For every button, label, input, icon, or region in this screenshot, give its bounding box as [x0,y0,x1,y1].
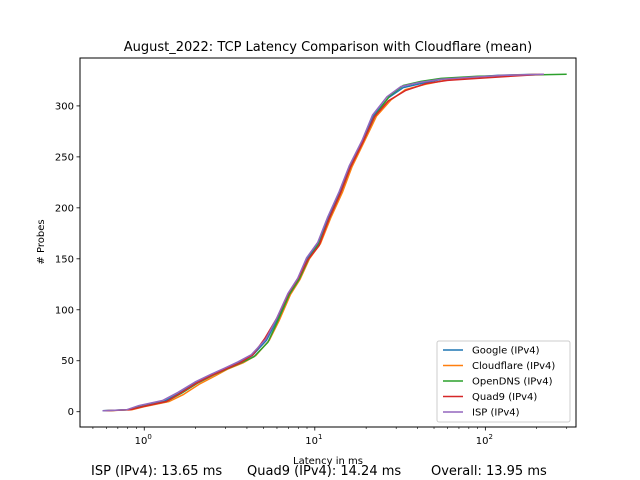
series-line-4 [102,73,544,412]
legend-label: Google (IPv4) [472,346,540,357]
y-tick-label: 150 [55,254,74,265]
plot-frame [79,57,577,428]
footer-isp-mean: ISP (IPv4): 13.65 ms [91,464,223,479]
x-tick-label: 101 [305,433,322,447]
y-tick-label: 100 [55,305,74,316]
y-axis-label: # Probes [36,219,47,264]
legend-label: Quad9 (IPv4) [472,392,537,403]
y-tick-label: 250 [55,152,74,163]
legend-box [436,340,571,423]
legend-label: Cloudflare (IPv4) [472,361,555,372]
legend-label: OpenDNS (IPv4) [472,377,553,388]
footer-overall-mean: Overall: 13.95 ms [431,464,547,479]
chart-title: August_2022: TCP Latency Comparison with… [124,40,533,55]
legend-label: ISP (IPv4) [472,408,520,419]
x-tick-label: 100 [135,433,152,447]
x-axis-label: Latency in ms [293,456,363,467]
legend: Google (IPv4) Cloudflare (IPv4) OpenDNS (I… [436,340,571,423]
x-axis-ticks: 100 101 102 [92,427,568,447]
y-tick-label: 0 [68,407,74,418]
series-line-3 [106,73,544,412]
y-axis-ticks: 0 50 100 150 200 250 300 [55,101,80,418]
y-tick-label: 200 [55,203,74,214]
series-layer [102,73,567,412]
y-tick-label: 50 [61,356,74,367]
x-tick-label: 102 [476,433,493,447]
y-tick-label: 300 [55,101,74,112]
footer-quad9-mean: Quad9 (IPv4): 14.24 ms [247,464,402,479]
